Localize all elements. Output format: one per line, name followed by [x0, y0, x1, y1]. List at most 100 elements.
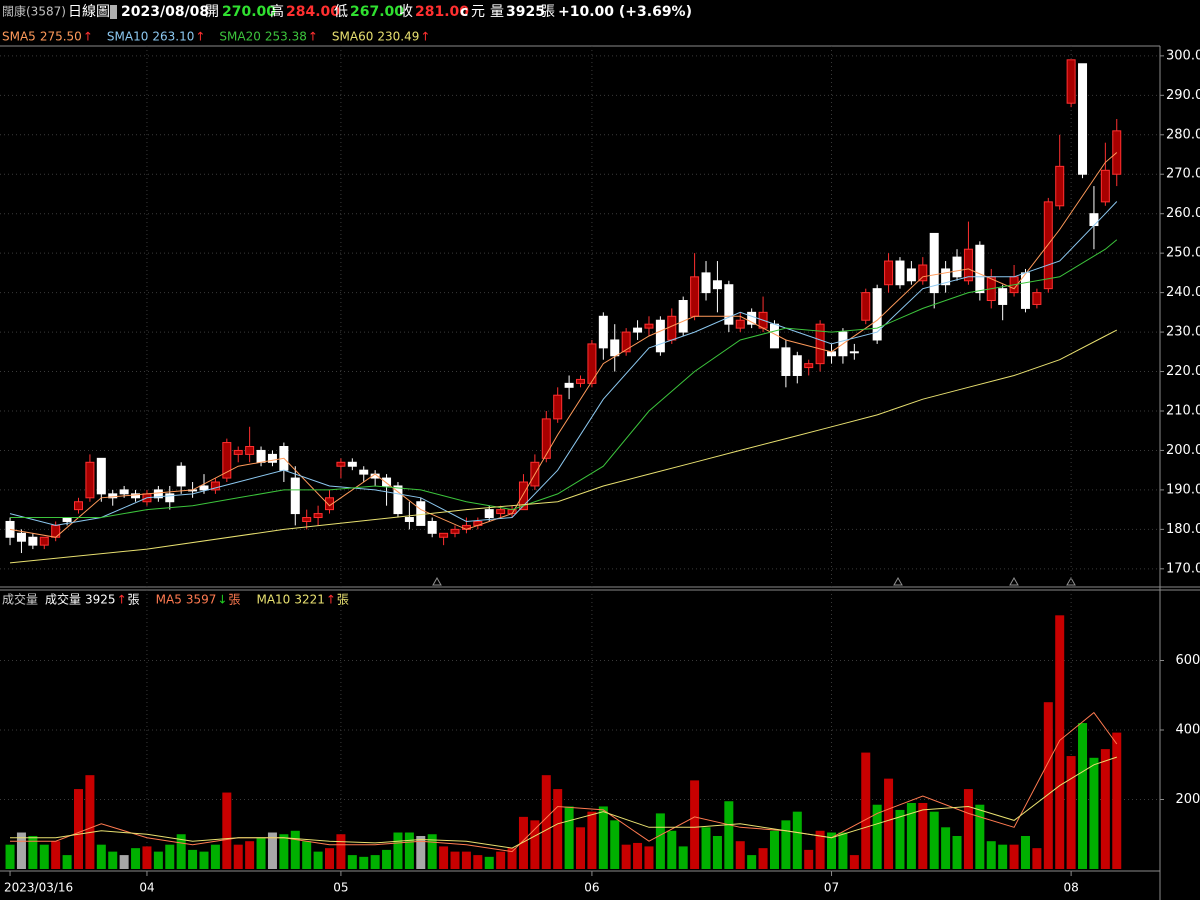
close-flag: c	[460, 4, 468, 20]
y-tick-label: 210.0	[1166, 403, 1200, 418]
volume-bar	[404, 832, 414, 869]
volume-bar	[142, 846, 152, 869]
volume-bar	[895, 809, 905, 869]
volume-bar	[724, 801, 734, 869]
volume-bar	[1043, 702, 1053, 869]
legend-name: MA10	[256, 593, 290, 607]
candle-body	[1032, 292, 1042, 305]
volume-bar	[473, 855, 483, 869]
volume: 3925	[506, 4, 545, 20]
candle-body	[1100, 169, 1110, 203]
candle-body	[210, 481, 220, 491]
candle-body	[918, 264, 928, 282]
legend-value: 263.10	[152, 30, 194, 44]
ma-line	[9, 201, 1118, 526]
y-tick-label: 6000	[1175, 653, 1200, 668]
volume-bar	[678, 846, 688, 869]
volume-bar	[507, 848, 517, 869]
volume-bar	[690, 780, 700, 869]
candle-body	[827, 351, 837, 357]
candle-body	[336, 461, 346, 467]
legend-trend: ↑	[420, 30, 430, 44]
volume-bar	[16, 832, 26, 869]
legend-trend: ↑	[195, 30, 205, 44]
y-tick-label: 250.0	[1166, 246, 1200, 261]
candle-body	[712, 280, 722, 290]
volume-bar	[85, 775, 95, 869]
candle-body	[39, 536, 49, 546]
candle-body	[655, 319, 665, 353]
volume-bar	[975, 804, 985, 869]
volume-bar	[290, 830, 300, 869]
y-tick-label: 230.0	[1166, 325, 1200, 340]
candle-body	[28, 536, 38, 546]
candle-body	[119, 489, 129, 495]
volume-bar	[655, 813, 665, 869]
volume-bar	[792, 811, 802, 869]
x-tick-label: 05	[333, 881, 348, 895]
legend-value: 230.49	[377, 30, 419, 44]
candle-body	[610, 339, 620, 357]
volume-bar	[941, 827, 951, 869]
candle-body	[416, 501, 426, 526]
volume-bar	[267, 832, 277, 869]
low: 267.00	[350, 4, 404, 20]
legend-unit: 張	[337, 593, 349, 607]
volume-bar	[827, 832, 837, 869]
candle-body	[393, 485, 403, 515]
volume-bar	[302, 841, 312, 869]
candle-body	[541, 418, 551, 459]
candle-body	[963, 248, 973, 282]
legend-name: 成交量	[45, 592, 81, 607]
panel-title: 成交量	[2, 592, 38, 607]
volume-bar	[73, 789, 83, 869]
event-marker	[1066, 576, 1076, 586]
candle-body	[724, 284, 734, 325]
candle-body	[621, 331, 631, 353]
volume-bar	[929, 811, 939, 869]
candle-body	[849, 351, 859, 354]
volume-bar	[370, 855, 380, 869]
x-tick-label: 07	[824, 881, 839, 895]
volume-bar	[427, 834, 437, 869]
candle-body	[267, 453, 277, 463]
volume-bar	[199, 851, 209, 869]
volume-bar	[39, 844, 49, 869]
volume-bar	[176, 834, 186, 869]
y-tick-label: 280.0	[1166, 127, 1200, 142]
candle-body	[633, 327, 643, 333]
volume-bar	[610, 820, 620, 869]
volume-bar	[496, 851, 506, 869]
x-tick-label: 06	[584, 881, 599, 895]
volume-bar	[210, 844, 220, 869]
volume-bar	[963, 789, 973, 869]
candle-body	[804, 363, 814, 369]
volume-bar	[1112, 732, 1122, 869]
volume-bar	[564, 806, 574, 869]
legend-trend: ↓	[217, 593, 227, 607]
volume-bar	[359, 856, 369, 869]
candle-body	[131, 493, 141, 499]
x-tick-label: 04	[139, 881, 154, 895]
volume-bar	[1032, 848, 1042, 869]
open-label: 開	[205, 4, 219, 20]
ma-line	[9, 329, 1118, 564]
x-tick-label: 08	[1063, 881, 1078, 895]
y-tick-label: 180.0	[1166, 522, 1200, 537]
candle-body	[1089, 213, 1099, 227]
candle-body	[199, 485, 209, 491]
candle-body	[644, 323, 654, 329]
volume-bar	[906, 802, 916, 869]
candle-body	[735, 319, 745, 329]
volume-bar	[621, 844, 631, 869]
icon	[110, 5, 117, 19]
candle-body	[382, 477, 392, 487]
date: 2023/08/08	[121, 4, 209, 20]
volume-bar	[256, 837, 266, 869]
volume-bar	[781, 820, 791, 869]
legend-value: 3925	[85, 593, 116, 607]
volume-bar	[576, 827, 586, 869]
volume-label: 量	[490, 4, 504, 20]
volume-bar	[416, 835, 426, 869]
volume-bar	[393, 832, 403, 869]
